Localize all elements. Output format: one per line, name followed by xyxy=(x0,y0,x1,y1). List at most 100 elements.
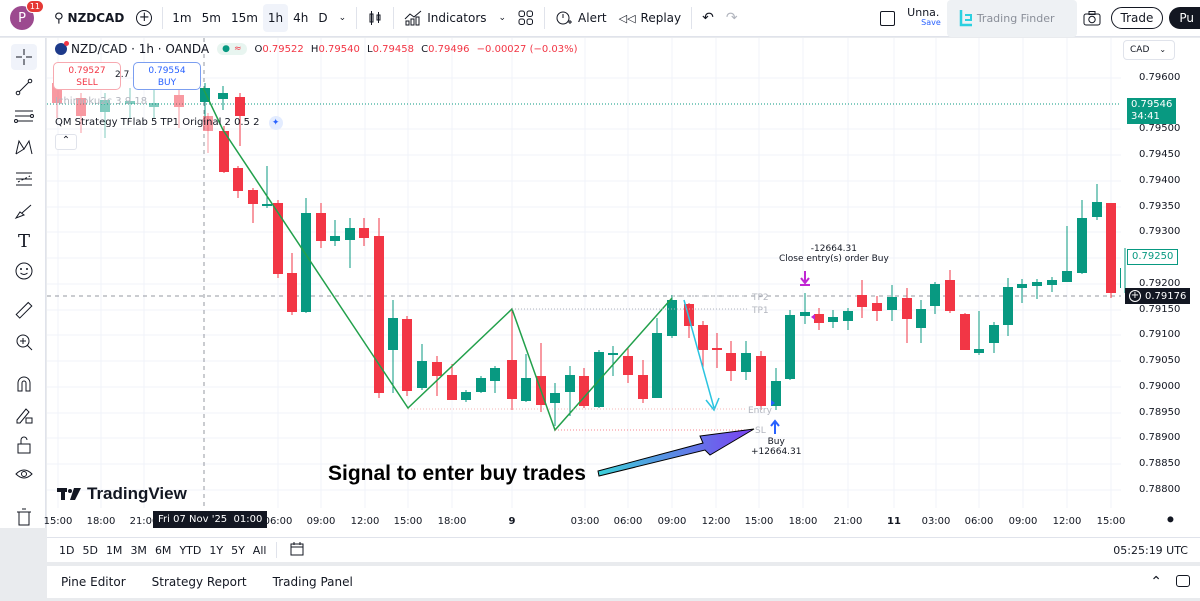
timeframe-dropdown[interactable]: ⌄ xyxy=(333,4,353,32)
approx-icon: ≈ xyxy=(233,44,242,54)
timeframe-1h[interactable]: 1h xyxy=(262,4,289,32)
pattern-tool[interactable] xyxy=(11,134,37,160)
crosshair-tool[interactable] xyxy=(11,44,37,70)
collapse-legend-button[interactable]: ⌃ xyxy=(55,134,77,150)
horizontal-lines-icon xyxy=(14,110,34,123)
tab-pine-editor[interactable]: Pine Editor xyxy=(61,575,126,589)
undo-icon: ↶ xyxy=(702,10,714,26)
redo-icon: ↷ xyxy=(725,10,738,26)
time-axis[interactable]: 15:00 18:00 21:00 06:00 09:00 12:00 15:0… xyxy=(43,511,1176,528)
alarm-clock-icon xyxy=(556,11,573,25)
sparkle-icon[interactable]: ✦ xyxy=(268,116,283,130)
timeframe-d[interactable]: D xyxy=(318,11,328,25)
axis-settings-icon[interactable]: ⚫ xyxy=(1165,513,1176,528)
range-6m[interactable]: 6M xyxy=(154,543,172,557)
tab-strategy-report[interactable]: Strategy Report xyxy=(151,575,247,589)
forecast-tool[interactable] xyxy=(11,166,37,192)
range-1y[interactable]: 1Y xyxy=(209,543,224,557)
strategy-indicator-label[interactable]: QM Strategy TFlab 5 TP1 Original 2 0.5 2… xyxy=(55,116,283,130)
timeframe-4h[interactable]: 4h xyxy=(293,11,309,25)
range-1d[interactable]: 1D xyxy=(59,543,75,557)
entry-label: Entry xyxy=(748,406,773,416)
undo-button[interactable]: ↶ xyxy=(696,4,720,32)
layouts-button[interactable] xyxy=(512,4,540,32)
search-icon: ⚲ xyxy=(54,10,64,26)
chart-type-button[interactable] xyxy=(361,4,389,32)
pencil-lock-icon xyxy=(16,408,33,424)
market-status[interactable]: ● ≈ xyxy=(217,43,247,55)
divider xyxy=(276,542,278,558)
chart-canvas[interactable]: TP2 TP1 Entry SL xyxy=(47,38,1200,508)
buy-button[interactable]: 0.79554 BUY xyxy=(133,62,201,90)
candles-icon xyxy=(369,11,381,25)
go-to-date-button[interactable] xyxy=(289,541,305,560)
icons-tool[interactable] xyxy=(11,258,37,284)
symbol-title[interactable]: NZD/CAD · 1h · OANDA xyxy=(71,42,210,56)
rewind-icon: ◁◁ xyxy=(618,11,636,25)
timeframe-5m[interactable]: 5m xyxy=(201,11,221,25)
sell-button[interactable]: 0.79527 SELL xyxy=(53,62,121,90)
chevron-down-icon: ⌄ xyxy=(498,13,507,23)
divider xyxy=(162,7,164,29)
symbol-search-button[interactable]: ⚲ NZDCAD xyxy=(54,10,125,26)
timeframe-1m[interactable]: 1m xyxy=(172,11,192,25)
range-ytd[interactable]: YTD xyxy=(179,543,202,557)
publish-button[interactable]: Pu xyxy=(1169,7,1200,29)
trend-line-icon xyxy=(15,78,33,96)
square-icon xyxy=(880,10,896,26)
indicators-button[interactable]: Indicators xyxy=(398,4,492,32)
text-tool[interactable]: T xyxy=(11,228,37,254)
divider xyxy=(691,7,693,29)
tp1-label: TP1 xyxy=(751,306,769,316)
alert-button[interactable]: Alert xyxy=(549,4,613,32)
tradingview-logo[interactable]: TradingView xyxy=(57,484,187,504)
indicators-dropdown[interactable]: ⌄ xyxy=(493,4,513,32)
magnet-tool[interactable] xyxy=(11,371,37,397)
maximize-panel-button[interactable] xyxy=(1176,574,1190,590)
timeframe-15m[interactable]: 15m xyxy=(230,11,258,25)
zoom-tool[interactable] xyxy=(11,329,37,355)
utc-clock[interactable]: 05:25:19 UTC xyxy=(1113,543,1188,557)
divider xyxy=(393,7,395,29)
remove-drawings-tool[interactable] xyxy=(11,504,37,530)
trade-button[interactable]: Trade xyxy=(1110,7,1164,29)
text-icon: T xyxy=(17,230,30,252)
ichimoku-indicator-label[interactable]: Ichimoku2c 3 9 18 xyxy=(55,96,148,107)
xabcd-pattern-icon xyxy=(15,139,33,155)
tp2-label: TP2 xyxy=(751,293,769,303)
add-circle-icon[interactable]: + xyxy=(1129,290,1141,302)
trend-line-tool[interactable] xyxy=(11,74,37,100)
fib-tool[interactable] xyxy=(11,104,37,130)
lock-all-tool[interactable] xyxy=(11,432,37,458)
range-all[interactable]: All xyxy=(252,543,267,557)
range-5d[interactable]: 5D xyxy=(82,543,98,557)
tab-trading-panel[interactable]: Trading Panel xyxy=(272,575,353,589)
compare-symbol-button[interactable]: + xyxy=(130,4,158,32)
measure-tool[interactable] xyxy=(11,298,37,324)
date-range-bar: 1D 5D 1M 3M 6M YTD 1Y 5Y All 05:25:19 UT… xyxy=(47,537,1200,562)
range-5y[interactable]: 5Y xyxy=(231,543,245,557)
price-axis[interactable]: 0.79600 0.79500 0.79450 0.79400 0.79350 … xyxy=(1139,72,1181,495)
candlesticks xyxy=(52,78,1126,426)
range-1m[interactable]: 1M xyxy=(105,543,123,557)
brush-tool[interactable] xyxy=(11,198,37,224)
user-avatar[interactable]: P 11 xyxy=(10,0,44,30)
layout-name-button[interactable]: Unna. Save xyxy=(907,6,941,27)
multi-select-checkbox[interactable] xyxy=(874,4,901,32)
chart-legend: NZD/CAD · 1h · OANDA ● ≈ O0.79522 H0.7954… xyxy=(55,41,578,56)
range-3m[interactable]: 3M xyxy=(130,543,147,557)
smiley-icon xyxy=(15,262,33,280)
chart-pane[interactable]: TP2 TP1 Entry SL -12664.31 Close entry(s… xyxy=(43,38,1200,537)
expand-panel-button[interactable]: ⌃ xyxy=(1150,574,1162,590)
redo-button[interactable]: ↷ xyxy=(720,4,744,32)
trading-finder-watermark: Trading Finder xyxy=(946,0,1077,37)
zigzag-line xyxy=(202,87,673,432)
magnet-icon xyxy=(17,376,31,392)
lock-drawings-tool[interactable] xyxy=(11,402,37,428)
replay-button[interactable]: ◁◁ Replay xyxy=(618,11,682,25)
divider xyxy=(356,7,358,29)
hide-drawings-tool[interactable] xyxy=(11,462,37,488)
snapshot-button[interactable] xyxy=(1077,4,1107,32)
currency-selector[interactable]: CAD ⌄ xyxy=(1123,40,1175,60)
crosshair-time-tag: Fri 07 Nov '25 01:00 xyxy=(153,511,268,528)
